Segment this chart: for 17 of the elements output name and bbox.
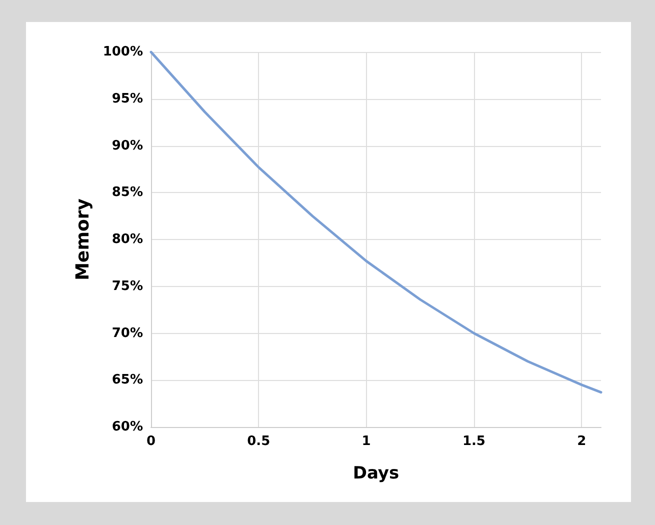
line-series [150,50,602,394]
y-tick-label: 80% [112,232,143,247]
x-tick-label: 1 [362,434,371,449]
y-tick-label: 85% [112,185,143,200]
y-tick-label: 100% [102,44,143,60]
y-tick-label: 90% [112,138,143,154]
x-tick-label: 1.5 [462,434,486,449]
y-tick-label: 65% [112,372,143,388]
y-tick-label: 95% [112,91,143,106]
y-tick-label: 60% [112,420,143,434]
y-axis-title: Memory [72,198,94,280]
x-tick-label: 2 [577,434,586,449]
x-tick-label: 0 [146,434,156,449]
y-tick-label: 75% [112,278,143,294]
x-axis-title: Days [352,464,400,484]
x-tick-label: 0.5 [247,434,270,449]
y-tick-label: 70% [112,326,143,341]
